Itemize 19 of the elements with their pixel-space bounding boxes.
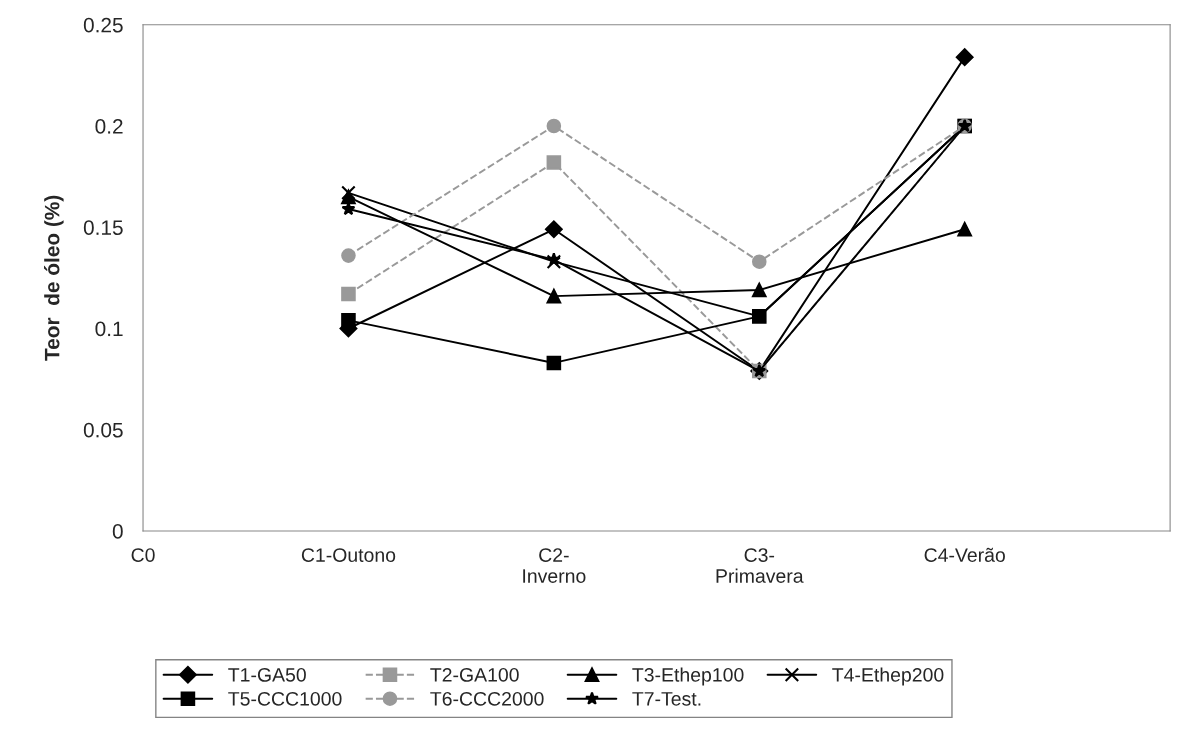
y-tick-label: 0.2 bbox=[95, 119, 123, 134]
legend-label: T5-CCC1000 bbox=[228, 691, 342, 706]
y-tick-label: 0.1 bbox=[95, 321, 123, 337]
x-tick-label: C3- Primavera bbox=[716, 548, 804, 583]
legend-label: T3-Ethep100 bbox=[632, 667, 744, 686]
y-tick-label: 0.05 bbox=[83, 422, 123, 438]
legend-label: T1-GA50 bbox=[228, 667, 306, 682]
legend-label: T6-CCC2000 bbox=[430, 691, 544, 706]
legend-label: T2-GA100 bbox=[430, 667, 519, 682]
legend-label: T4-Ethep200 bbox=[832, 667, 944, 686]
y-tick-label: 0 bbox=[112, 524, 123, 539]
x-tick-label: C1-Outono bbox=[301, 548, 396, 562]
y-tick-label: 0.25 bbox=[83, 17, 123, 33]
y-tick-label: 0.15 bbox=[83, 220, 123, 235]
x-tick-label: C0 bbox=[131, 548, 155, 562]
x-tick-label: C4-Verão bbox=[924, 547, 1005, 562]
legend-label: T7-Test. bbox=[632, 692, 701, 706]
x-tick-label: C2- Inverno bbox=[523, 548, 586, 583]
y-axis-title: Teor de óleo (%) bbox=[44, 195, 64, 361]
